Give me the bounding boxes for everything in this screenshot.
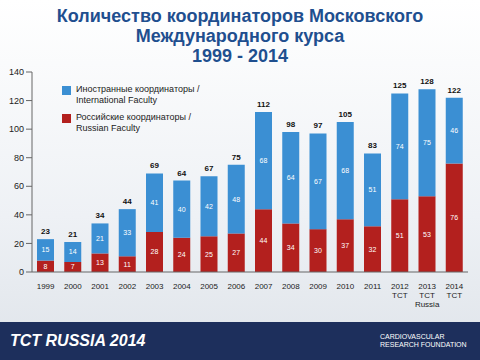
svg-text:75: 75	[232, 153, 241, 162]
svg-text:67: 67	[314, 178, 322, 185]
svg-text:25: 25	[205, 251, 213, 258]
svg-text:32: 32	[369, 246, 377, 253]
svg-text:2009: 2009	[309, 282, 327, 291]
svg-text:67: 67	[205, 164, 214, 173]
svg-text:51: 51	[369, 186, 377, 193]
svg-text:20: 20	[14, 239, 24, 249]
svg-text:1999: 1999	[37, 282, 55, 291]
svg-text:34: 34	[287, 244, 295, 251]
svg-text:2014TCT: 2014TCT	[445, 282, 463, 300]
svg-text:33: 33	[123, 229, 131, 236]
svg-text:2000: 2000	[64, 282, 82, 291]
svg-text:2001: 2001	[91, 282, 109, 291]
svg-text:21: 21	[68, 230, 77, 239]
svg-text:42: 42	[205, 203, 213, 210]
svg-text:2008: 2008	[282, 282, 300, 291]
svg-text:53: 53	[423, 231, 431, 238]
svg-text:2004: 2004	[173, 282, 191, 291]
svg-text:128: 128	[420, 77, 434, 86]
svg-text:76: 76	[450, 214, 458, 221]
svg-text:100: 100	[9, 124, 24, 134]
svg-text:2011: 2011	[364, 282, 382, 291]
svg-text:48: 48	[232, 196, 240, 203]
html-text:Количество координаторов Моско: Количество координаторов Московского	[56, 6, 424, 26]
svg-text:69: 69	[150, 161, 159, 170]
svg-text:15: 15	[42, 246, 50, 253]
html-text:Российские координаторы / Russ: Российские координаторы / Russian Facult…	[76, 112, 191, 133]
svg-text:44: 44	[260, 237, 268, 244]
svg-text:68: 68	[341, 167, 349, 174]
svg-text:23: 23	[41, 227, 50, 236]
svg-text:7: 7	[71, 263, 75, 270]
svg-text:68: 68	[260, 157, 268, 164]
svg-text:41: 41	[151, 199, 159, 206]
svg-text:120: 120	[9, 96, 24, 106]
svg-text:122: 122	[448, 86, 462, 95]
svg-text:40: 40	[178, 206, 186, 213]
svg-text:2007: 2007	[255, 282, 273, 291]
svg-text:74: 74	[396, 143, 404, 150]
svg-text:40: 40	[14, 210, 24, 220]
html-text:Иностранные координаторы / Int: Иностранные координаторы / International…	[76, 84, 200, 105]
svg-text:34: 34	[96, 211, 105, 220]
svg-text:2006: 2006	[227, 282, 245, 291]
svg-text:2012TCT: 2012TCT	[391, 282, 409, 300]
svg-text:28: 28	[151, 248, 159, 255]
svg-text:64: 64	[177, 169, 186, 178]
svg-text:27: 27	[232, 249, 240, 256]
svg-text:0: 0	[19, 267, 24, 277]
svg-text:46: 46	[450, 127, 458, 134]
html-text:TCT RUSSIA 2014: TCT RUSSIA 2014	[10, 332, 146, 349]
svg-text:112: 112	[257, 100, 270, 109]
svg-text:14: 14	[69, 248, 77, 255]
svg-text:8: 8	[44, 263, 48, 270]
svg-text:13: 13	[96, 259, 104, 266]
svg-text:21: 21	[96, 235, 104, 242]
svg-text:97: 97	[314, 121, 323, 130]
svg-text:44: 44	[123, 197, 132, 206]
svg-text:2005: 2005	[200, 282, 218, 291]
svg-text:37: 37	[341, 242, 349, 249]
svg-text:2010: 2010	[336, 282, 354, 291]
html-text:CARDIOVASCULAR RESEARCH FOUNDA: CARDIOVASCULAR RESEARCH FOUNDATION	[380, 333, 467, 348]
svg-text:125: 125	[393, 81, 407, 90]
svg-text:2002: 2002	[118, 282, 136, 291]
svg-text:140: 140	[9, 67, 24, 77]
svg-text:2013TCTRussia: 2013TCTRussia	[415, 282, 440, 309]
svg-text:83: 83	[368, 141, 377, 150]
svg-text:11: 11	[124, 261, 131, 268]
svg-text:60: 60	[14, 181, 24, 191]
html-text:Международного курса: Международного курса	[135, 26, 345, 46]
svg-text:80: 80	[14, 153, 24, 163]
svg-text:75: 75	[423, 139, 431, 146]
svg-text:51: 51	[396, 232, 404, 239]
svg-text:24: 24	[178, 251, 186, 258]
html-text:1999 - 2014: 1999 - 2014	[192, 46, 288, 66]
svg-text:98: 98	[286, 120, 295, 129]
svg-text:30: 30	[314, 247, 322, 254]
svg-text:105: 105	[339, 110, 353, 119]
svg-text:64: 64	[287, 174, 295, 181]
svg-text:2003: 2003	[146, 282, 164, 291]
